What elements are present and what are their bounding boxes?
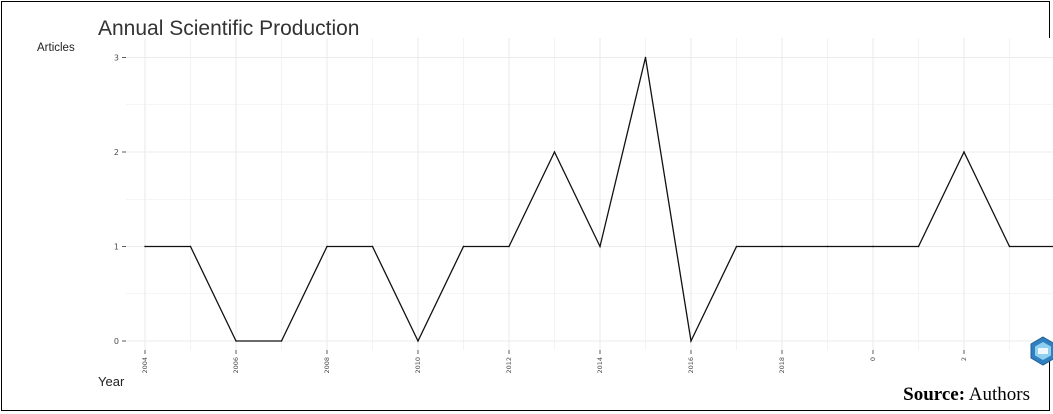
data-point [599, 245, 601, 248]
source-label: Source: [903, 384, 966, 405]
data-point [508, 245, 510, 248]
plot-panel [126, 38, 1053, 350]
data-point [963, 151, 965, 153]
source-value: Authors [968, 384, 1030, 405]
data-point [781, 245, 783, 248]
x-tick-label: 2010 [414, 357, 422, 374]
y-tick-label: 3 [114, 54, 119, 63]
x-tick-label: 2008 [323, 357, 331, 374]
x-tick-label: 2006 [232, 357, 240, 374]
data-point [280, 340, 283, 342]
data-point [144, 245, 146, 248]
x-tick-label: 2018 [778, 357, 786, 374]
data-point [826, 245, 829, 248]
data-point [553, 151, 556, 153]
data-point [690, 340, 692, 342]
data-point [189, 245, 192, 248]
data-point [326, 245, 328, 248]
y-tick-label: 2 [114, 148, 119, 157]
x-tick-label: 2014 [596, 357, 604, 374]
bibliometrix-logo-icon [1030, 336, 1053, 366]
data-point [235, 340, 237, 342]
y-axis-label: Articles [37, 42, 75, 54]
data-point [872, 245, 874, 248]
data-point [371, 245, 374, 248]
data-point [462, 245, 465, 248]
chart-title: Annual Scientific Production [98, 17, 360, 40]
y-tick-label: 1 [114, 243, 119, 252]
x-tick-label: 2012 [505, 357, 513, 374]
source-note: Source: Authors [903, 384, 1030, 406]
y-tick-label: 0 [114, 337, 119, 346]
x-tick-label: 0 [869, 357, 877, 361]
x-tick-label: 2016 [687, 357, 695, 374]
data-point [917, 245, 920, 248]
x-tick-label: 2004 [141, 357, 149, 374]
x-axis-label: Year [98, 374, 125, 389]
data-point [417, 340, 419, 342]
data-point [644, 56, 647, 59]
data-point [1008, 245, 1011, 248]
data-point [735, 245, 738, 248]
x-tick-label: 2 [960, 357, 968, 361]
